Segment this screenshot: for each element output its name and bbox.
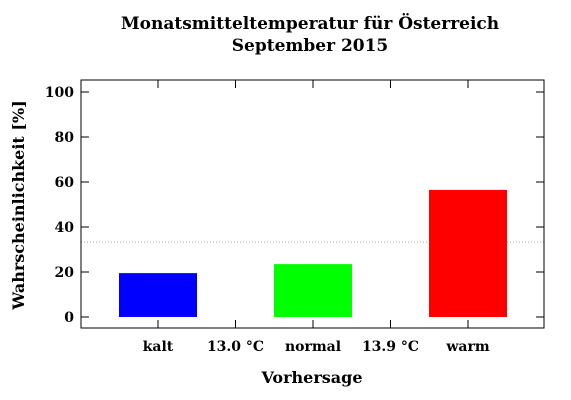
y-tick-label: 20 <box>55 265 75 281</box>
bars-layer <box>119 189 507 317</box>
plot-frame <box>80 79 545 329</box>
x-category-label: kalt <box>143 339 174 355</box>
y-tick-label: 60 <box>55 175 75 191</box>
ticks-layer <box>81 80 544 328</box>
y-axis-label: Wahrscheinlichkeit [%] <box>9 100 28 310</box>
x-axis-label: Vorhersage <box>260 368 362 387</box>
x-category-label: warm <box>445 339 489 355</box>
bar-warm <box>429 189 507 317</box>
x-category-label: normal <box>285 339 341 355</box>
chart-title-line-2: September 2015 <box>232 36 389 56</box>
chart-title-line-1: Monatsmitteltemperatur für Österreich <box>121 13 499 34</box>
y-tick-label: 40 <box>55 220 75 236</box>
x-threshold-label: 13.0 °C <box>207 339 264 355</box>
labels-layer: 0 20 40 60 80 100 kalt 13.0 °C normal 13.9 °C warm <box>45 85 490 355</box>
bar-kalt <box>119 273 197 317</box>
bar-normal <box>274 264 352 317</box>
y-tick-label: 80 <box>55 130 75 146</box>
y-tick-label: 100 <box>45 85 74 101</box>
y-tick-label: 0 <box>64 310 74 326</box>
x-threshold-label: 13.9 °C <box>362 339 419 355</box>
